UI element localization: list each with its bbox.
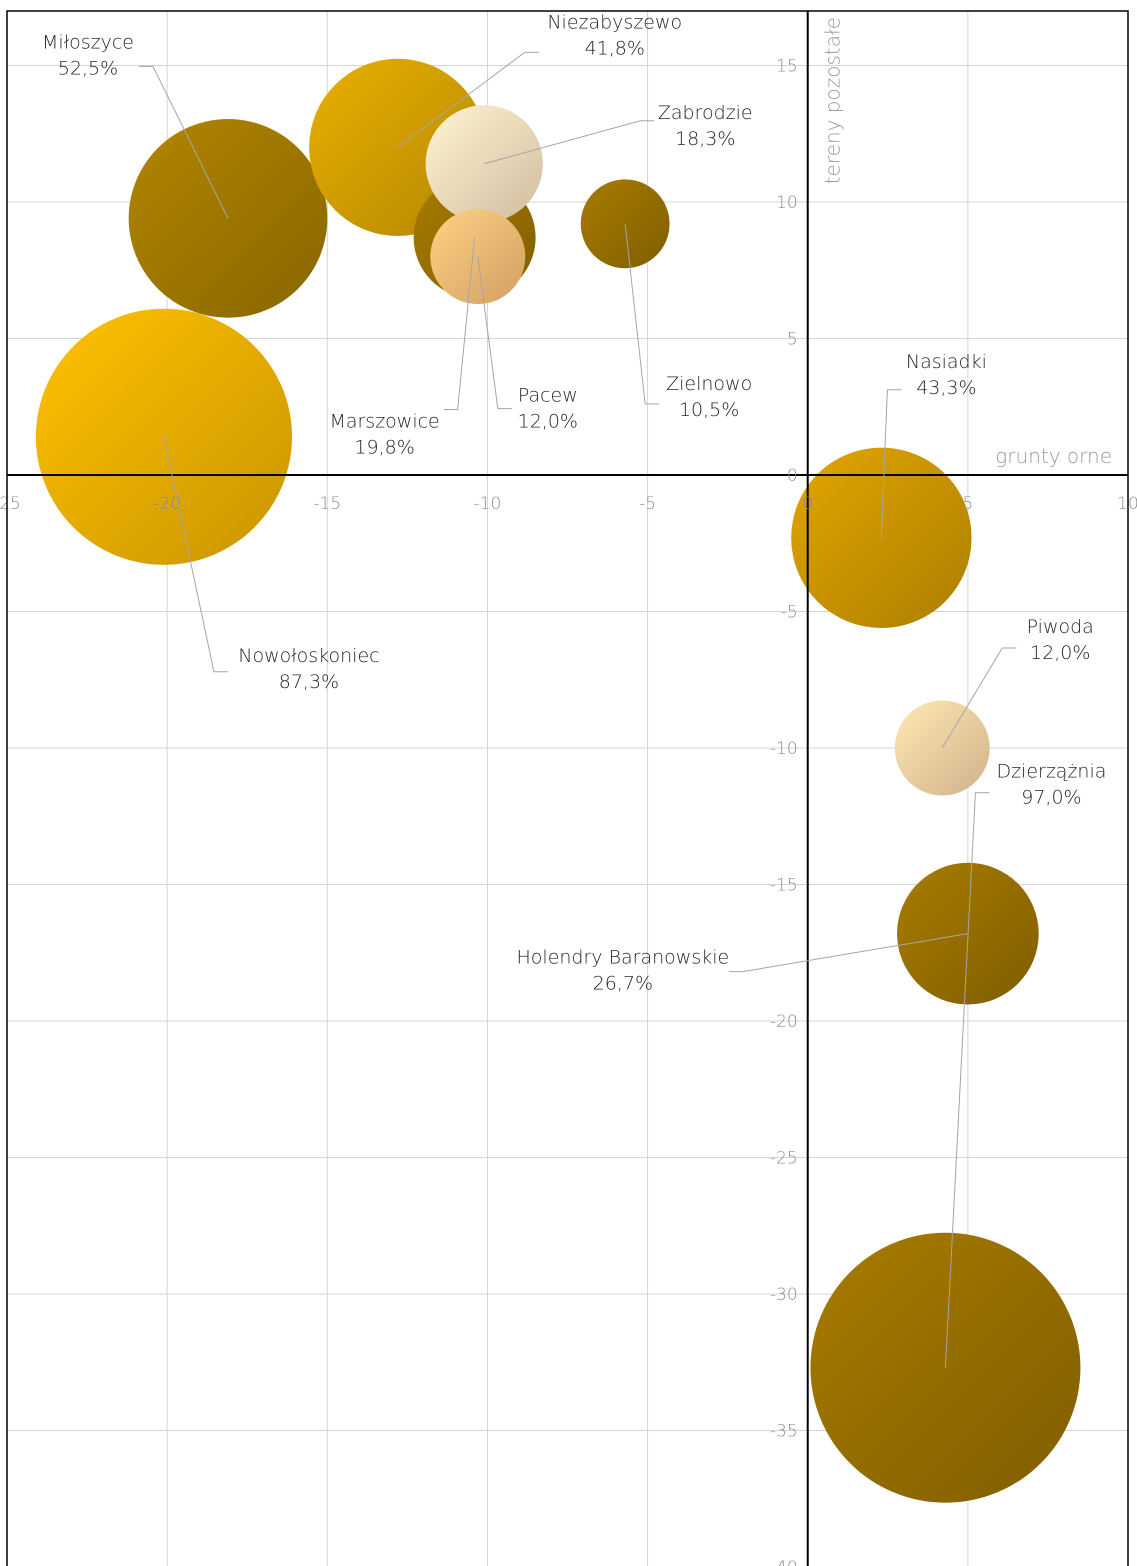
x-tick-label: -25 (0, 494, 21, 514)
data-label-name: Pacew (518, 385, 578, 407)
y-tick-label: -5 (781, 603, 798, 623)
x-tick-label: 5 (962, 494, 973, 514)
data-label-value: 12,0% (1030, 642, 1090, 664)
x-tick-label: -15 (313, 494, 341, 514)
y-tick-label: -10 (770, 739, 798, 759)
x-tick-label: -10 (474, 494, 502, 514)
data-label-name: Marszowice (329, 410, 439, 432)
y-tick-label: 10 (776, 193, 798, 213)
bubbles (36, 59, 1081, 1503)
y-tick-label: 5 (787, 330, 798, 350)
y-tick-label: 0 (787, 466, 798, 486)
data-label-name: Holendry Baranowskie (517, 947, 730, 969)
data-label-value: 52,5% (58, 57, 118, 79)
data-label-name: Piwoda (1027, 616, 1094, 638)
data-label-value: 26,7% (593, 973, 653, 995)
y-tick-label: -20 (770, 1012, 798, 1032)
x-tick-label: -5 (639, 494, 656, 514)
x-tick-label: 0 (802, 494, 813, 514)
y-tick-label: -25 (770, 1149, 798, 1169)
data-label-value: 97,0% (1021, 787, 1081, 809)
x-tick-label: 10 (1117, 494, 1137, 514)
data-label-name: Zabrodzie (658, 102, 753, 124)
data-label-name: Dzierzążnia (996, 761, 1106, 783)
data-label-value: 12,0% (518, 411, 578, 433)
data-label-name: Zielnowo (666, 373, 752, 395)
y-tick-label: -35 (770, 1422, 798, 1442)
data-label-value: 41,8% (585, 37, 645, 59)
y-tick-label: -30 (770, 1285, 798, 1305)
y-tick-label: -40 (770, 1558, 798, 1566)
data-label-name: Nasiadki (906, 351, 987, 373)
data-label-name: Nowołoskoniec (238, 645, 379, 667)
data-label-value: 19,8% (354, 436, 414, 458)
data-label-value: 43,3% (916, 377, 976, 399)
y-tick-label: 15 (776, 57, 798, 77)
data-label-value: 10,5% (679, 399, 739, 421)
x-axis-title: grunty orne (995, 444, 1112, 468)
y-axis-title: tereny pozostałe (821, 17, 845, 184)
y-tick-label: -15 (770, 876, 798, 896)
data-label-name: Niezabyszewo (547, 11, 682, 33)
data-label-name: Miłoszyce (42, 31, 134, 53)
data-label-value: 87,3% (279, 671, 339, 693)
data-label-value: 18,3% (675, 128, 735, 150)
